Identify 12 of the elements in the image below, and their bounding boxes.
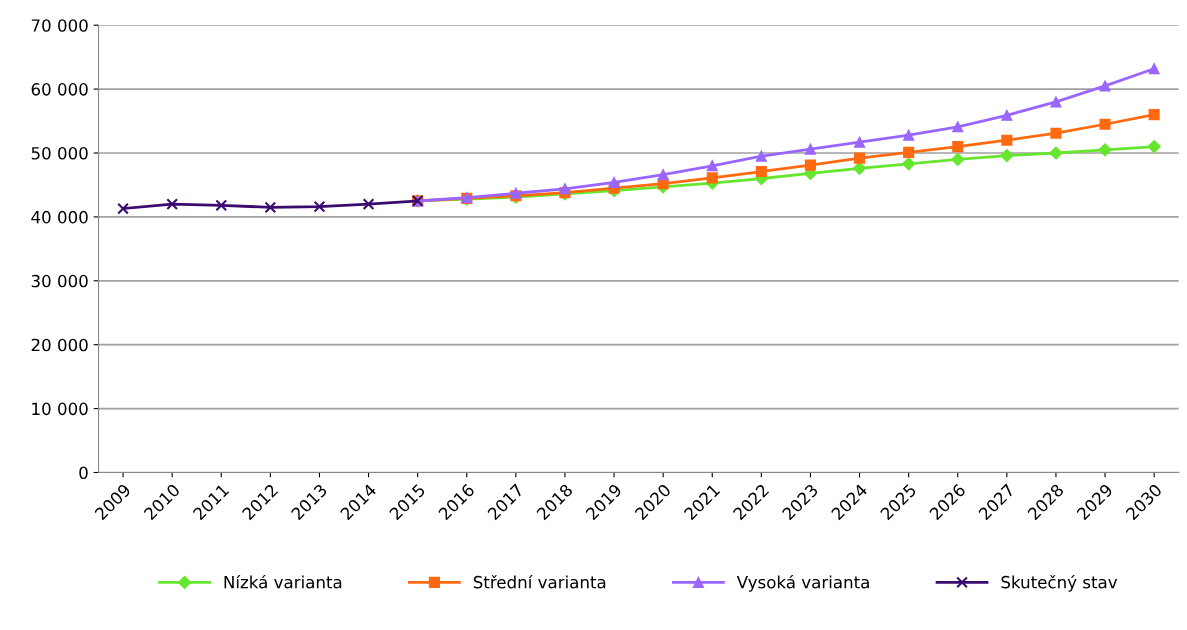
y-tick-label: 70 000 [31, 19, 88, 32]
y-tick-label: 40 000 [31, 210, 88, 224]
legend-label: Skutečný stav [1001, 574, 1118, 592]
legend-label: Nízká varianta [224, 574, 342, 589]
y-tick-label: 50 000 [31, 146, 88, 160]
y-tick-label: 0 [79, 466, 88, 480]
legend-label: Vysoká varianta [736, 574, 869, 592]
y-tick-label: 10 000 [32, 402, 88, 416]
y-tick-label: 30 000 [31, 274, 88, 288]
y-tick-label: 60 000 [31, 83, 88, 96]
y-tick-label: 20 000 [31, 338, 88, 352]
legend-label: Střední varianta [473, 574, 606, 589]
